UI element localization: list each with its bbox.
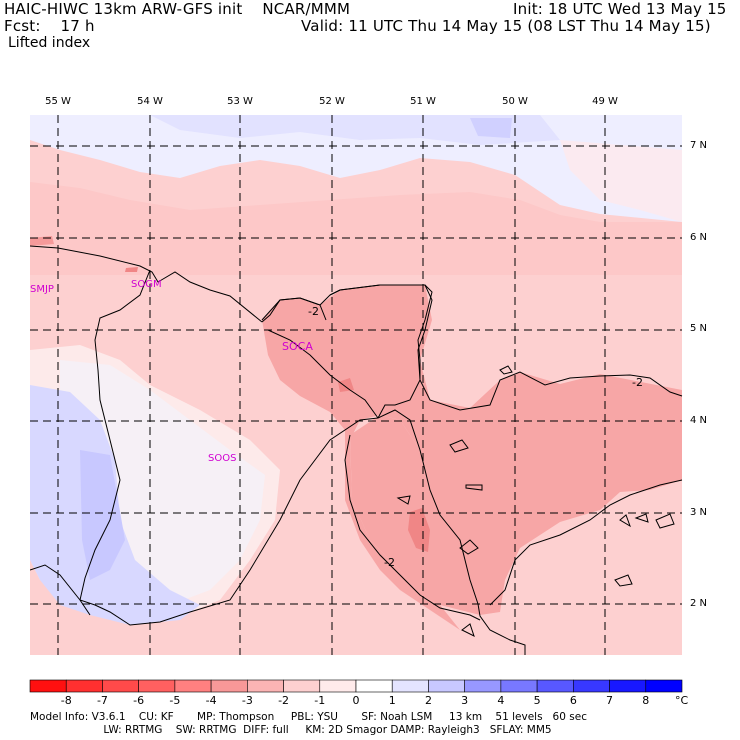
colorbar-swatch (102, 679, 139, 693)
lon-label: 53 W (227, 96, 253, 107)
colorbar-tick-label: 8 (642, 694, 650, 707)
colorbar-unit: °C (675, 694, 689, 707)
lon-label: 49 W (592, 96, 618, 107)
lifted-index-shading (30, 115, 682, 655)
contour-label: -2 (308, 305, 319, 318)
colorbar-swatch (65, 679, 103, 693)
colorbar-swatch (247, 679, 284, 693)
colorbar-tick-label: 1 (388, 694, 396, 707)
station-label: SOGM (131, 279, 162, 290)
colorbar-swatch (645, 679, 683, 693)
colorbar-swatch (464, 679, 502, 693)
model-info-line-1: Model Info: V3.6.1 CU: KF MP: Thompson P… (30, 711, 587, 723)
colorbar-tick-label: -3 (241, 694, 253, 707)
colorbar-tick-label: 7 (606, 694, 614, 707)
lon-label: 55 W (45, 96, 71, 107)
lat-label: 7 N (690, 140, 708, 151)
lat-label: 4 N (690, 415, 708, 426)
colorbar-swatch (573, 679, 610, 693)
colorbar-tick-label: 4 (497, 694, 505, 707)
colorbar-swatch (391, 679, 429, 693)
colorbar-tick-label: -7 (96, 694, 108, 707)
colorbar-tick-label: -5 (169, 694, 181, 707)
colorbar-swatch (174, 679, 212, 693)
colorbar-swatch (355, 679, 393, 693)
colorbar (29, 679, 683, 693)
colorbar-tick-label: -6 (133, 694, 145, 707)
init-time: Init: 18 UTC Wed 13 May 15 (513, 0, 727, 18)
colorbar-swatch (29, 679, 67, 693)
colorbar-swatch (428, 679, 465, 693)
colorbar-swatch (609, 679, 647, 693)
contour-label: -2 (632, 376, 643, 389)
lon-label: 51 W (410, 96, 436, 107)
colorbar-swatch (319, 679, 357, 693)
field-name: Lifted index (8, 35, 91, 51)
colorbar-tick-label: -1 (314, 694, 326, 707)
colorbar-tick-label: 5 (533, 694, 541, 707)
lat-label: 6 N (690, 232, 708, 243)
station-label: SMJP (30, 284, 54, 295)
colorbar-tick-label: 3 (461, 694, 469, 707)
station-label: SOOS (208, 453, 237, 464)
colorbar-tick-label: 0 (352, 694, 360, 707)
colorbar-tick-label: -8 (60, 694, 72, 707)
lat-label: 2 N (690, 598, 708, 609)
colorbar-swatch (500, 679, 538, 693)
lon-label: 54 W (137, 96, 163, 107)
model-title: HAIC-HIWC 13km ARW-GFS init NCAR/MMM (4, 0, 351, 18)
coastlines-borders (30, 245, 526, 655)
colorbar-tick-label: -2 (278, 694, 290, 707)
lat-label: 3 N (690, 507, 708, 518)
station-label: SOCA (282, 340, 313, 353)
colorbar-swatch (210, 679, 248, 693)
lat-lon-grid (30, 115, 682, 655)
lon-label: 52 W (319, 96, 345, 107)
colorbar-swatch (283, 679, 321, 693)
contour-label: -2 (384, 556, 395, 569)
contour-lines (261, 284, 683, 637)
model-info-line-2: LW: RRTMG SW: RRTMG DIFF: full KM: 2D Sm… (30, 724, 552, 736)
colorbar-tick-label: 6 (569, 694, 577, 707)
forecast-hour: Fcst: 17 h (4, 17, 95, 35)
colorbar-swatch (138, 679, 176, 693)
lon-label: 50 W (502, 96, 528, 107)
lat-label: 5 N (690, 323, 708, 334)
colorbar-tick-label: -4 (205, 694, 217, 707)
colorbar-tick-label: 2 (424, 694, 432, 707)
valid-time: Valid: 11 UTC Thu 14 May 15 (08 LST Thu … (301, 17, 711, 35)
colorbar-swatch (536, 679, 574, 693)
